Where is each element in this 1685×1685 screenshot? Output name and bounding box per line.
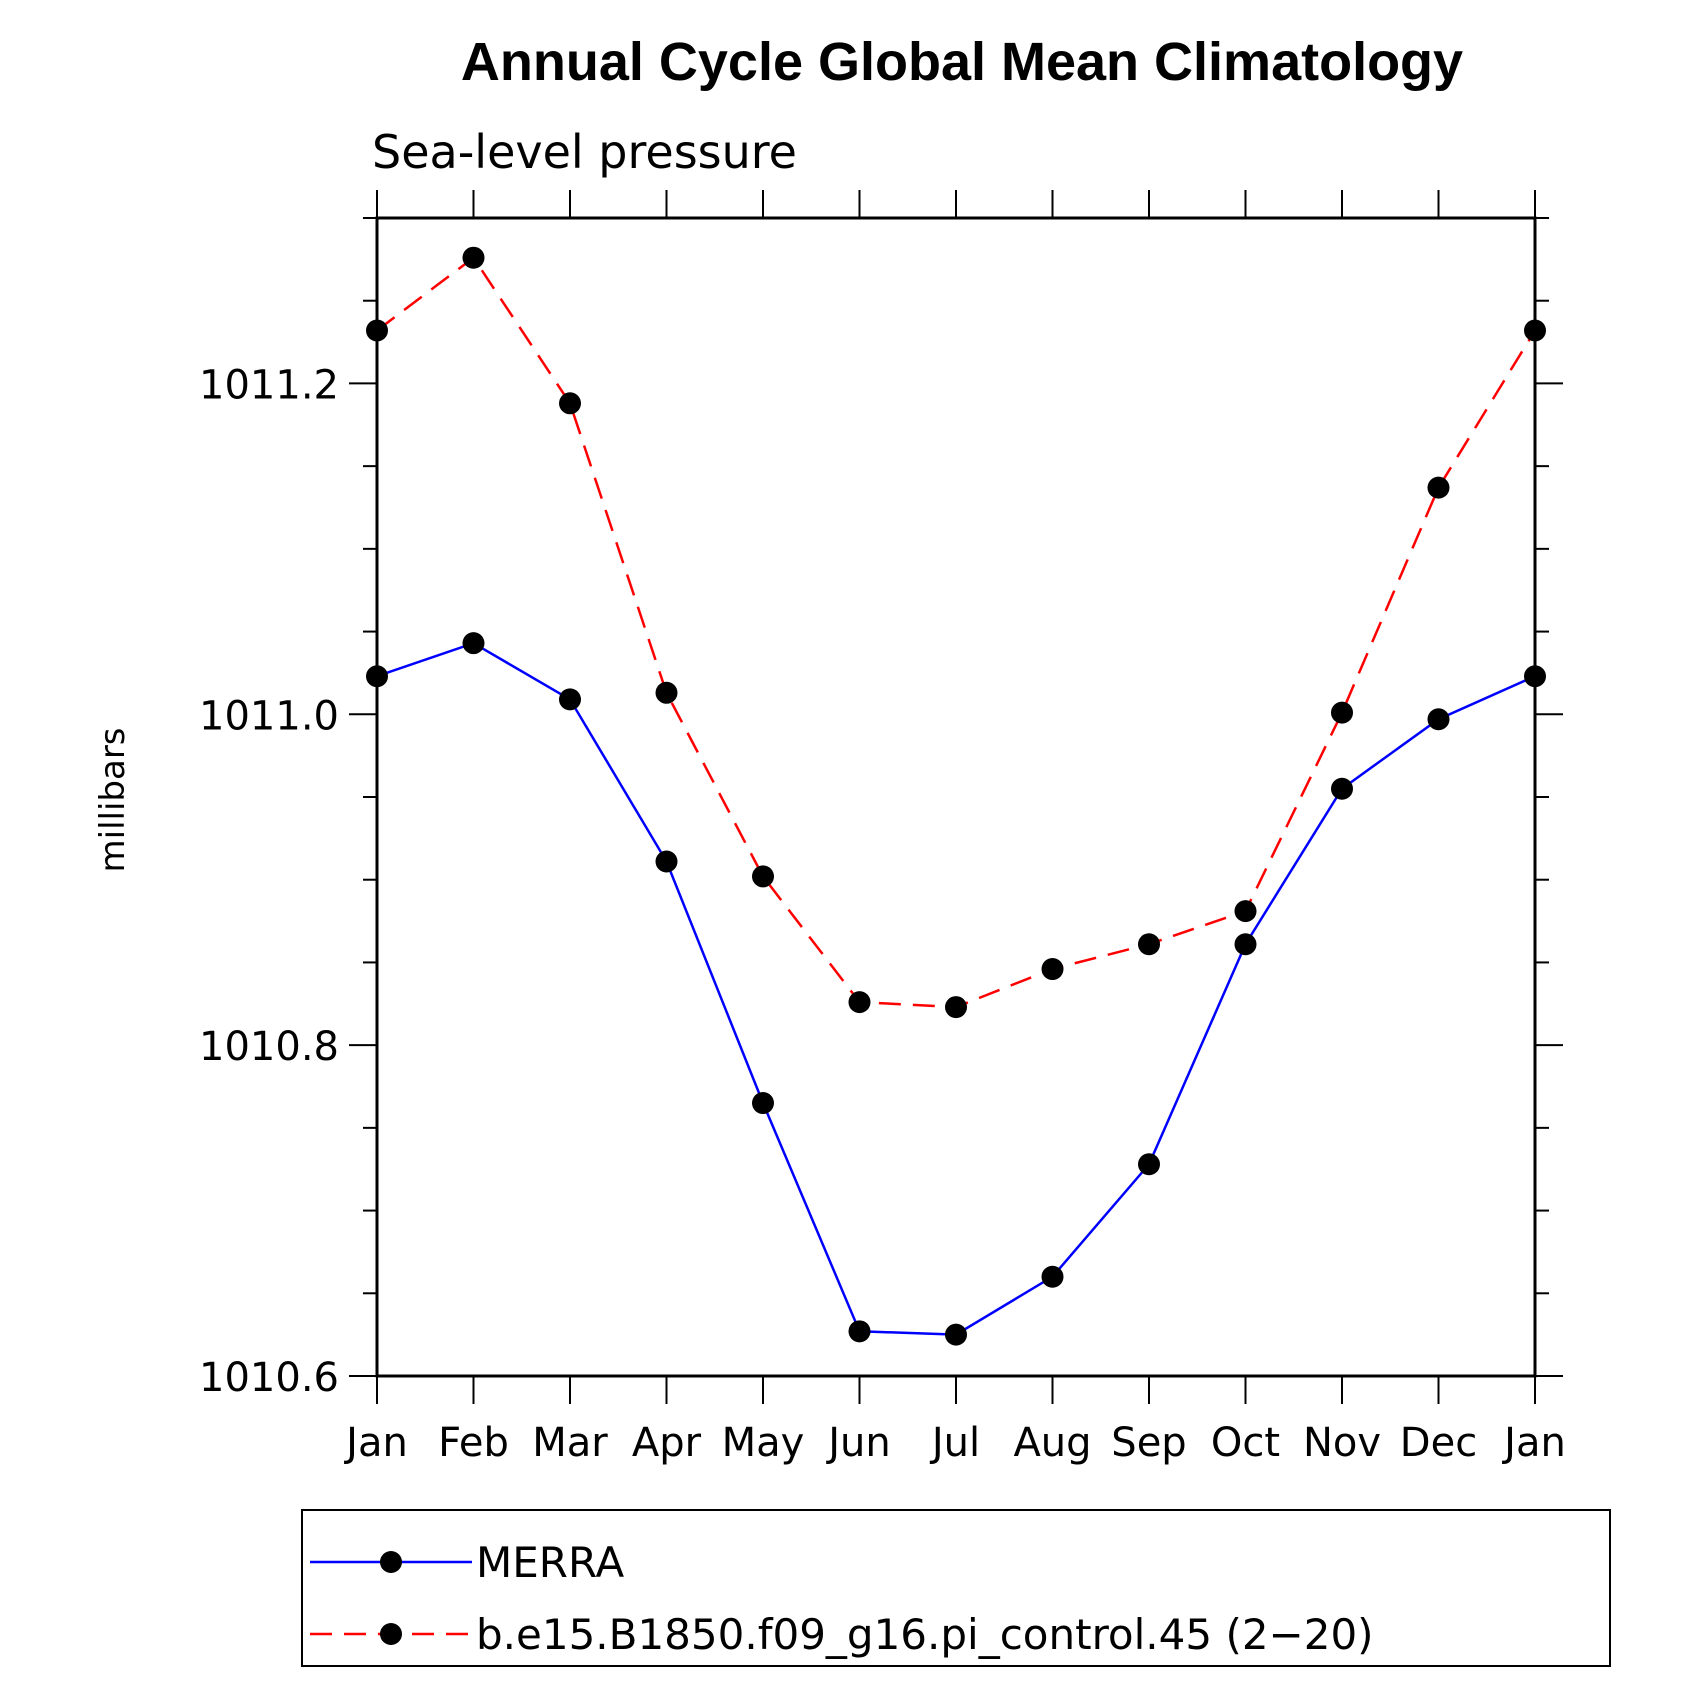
x-tick-label: Oct: [1211, 1420, 1280, 1466]
chart-title: Annual Cycle Global Mean Climatology: [461, 32, 1463, 92]
x-tick-label: Aug: [1013, 1420, 1091, 1466]
legend-marker: [380, 1623, 402, 1645]
data-point: [1234, 933, 1257, 956]
data-point: [559, 688, 581, 711]
data-point: [1138, 933, 1160, 956]
x-tick-label: Jan: [343, 1420, 408, 1466]
data-point: [1427, 476, 1450, 499]
data-point: [848, 1320, 871, 1343]
y-axis-ticks: 1010.6 1010.8 1011.0 1011.2: [199, 217, 1563, 1401]
data-point: [1331, 701, 1353, 724]
data-point: [945, 1323, 967, 1346]
legend: MERRA b.e15.B1850.f09_g16.pi_control.45 (…: [301, 1509, 1611, 1667]
y-tick-label: 1010.6: [199, 1355, 339, 1401]
data-point: [1427, 708, 1450, 731]
data-point: [752, 865, 774, 888]
y-tick-label: 1011.0: [199, 693, 339, 739]
x-tick-label: Jul: [929, 1420, 980, 1466]
data-point: [1138, 1153, 1160, 1176]
data-point: [366, 665, 388, 688]
legend-marker: [380, 1551, 402, 1573]
x-tick-label: Jun: [825, 1420, 891, 1466]
data-point: [1524, 665, 1546, 688]
x-tick-label: Apr: [632, 1420, 702, 1466]
data-point: [1524, 319, 1546, 342]
plot-frame: [375, 216, 1537, 1378]
data-point: [1041, 1265, 1064, 1288]
data-point: [366, 319, 388, 342]
y-axis-label: millibars: [93, 727, 133, 872]
x-tick-label: May: [722, 1420, 805, 1466]
data-point: [1041, 958, 1064, 981]
legend-box: [301, 1509, 1611, 1667]
x-tick-label: Jan: [1501, 1420, 1566, 1466]
series-line-0: [376, 641, 1536, 1336]
series-layer: [366, 246, 1546, 1346]
x-tick-label: Sep: [1111, 1420, 1186, 1466]
x-axis-ticks: Jan Feb Mar Apr May Jun Jul Aug Sep Oct Nov Dec Jan: [343, 190, 1566, 1466]
data-point: [462, 246, 485, 269]
x-tick-label: Feb: [438, 1420, 509, 1466]
data-point: [848, 991, 871, 1014]
legend-label: MERRA: [476, 1538, 624, 1587]
x-tick-label: Mar: [532, 1420, 608, 1466]
legend-label: b.e15.B1850.f09_g16.pi_control.45 (2−20): [476, 1610, 1374, 1659]
chart-subtitle: Sea-level pressure: [372, 125, 797, 179]
data-point: [1234, 900, 1257, 923]
x-tick-label: Nov: [1303, 1420, 1381, 1466]
y-tick-label: 1011.2: [199, 362, 339, 408]
data-point: [655, 850, 678, 873]
data-point: [462, 632, 485, 655]
x-tick-label: Dec: [1400, 1420, 1477, 1466]
data-point: [752, 1092, 774, 1115]
y-tick-label: 1010.8: [199, 1024, 339, 1070]
series-line-1: [376, 255, 1537, 1009]
data-point: [1331, 777, 1353, 800]
data-point: [559, 392, 581, 415]
data-point: [655, 681, 678, 704]
data-point: [945, 996, 967, 1019]
